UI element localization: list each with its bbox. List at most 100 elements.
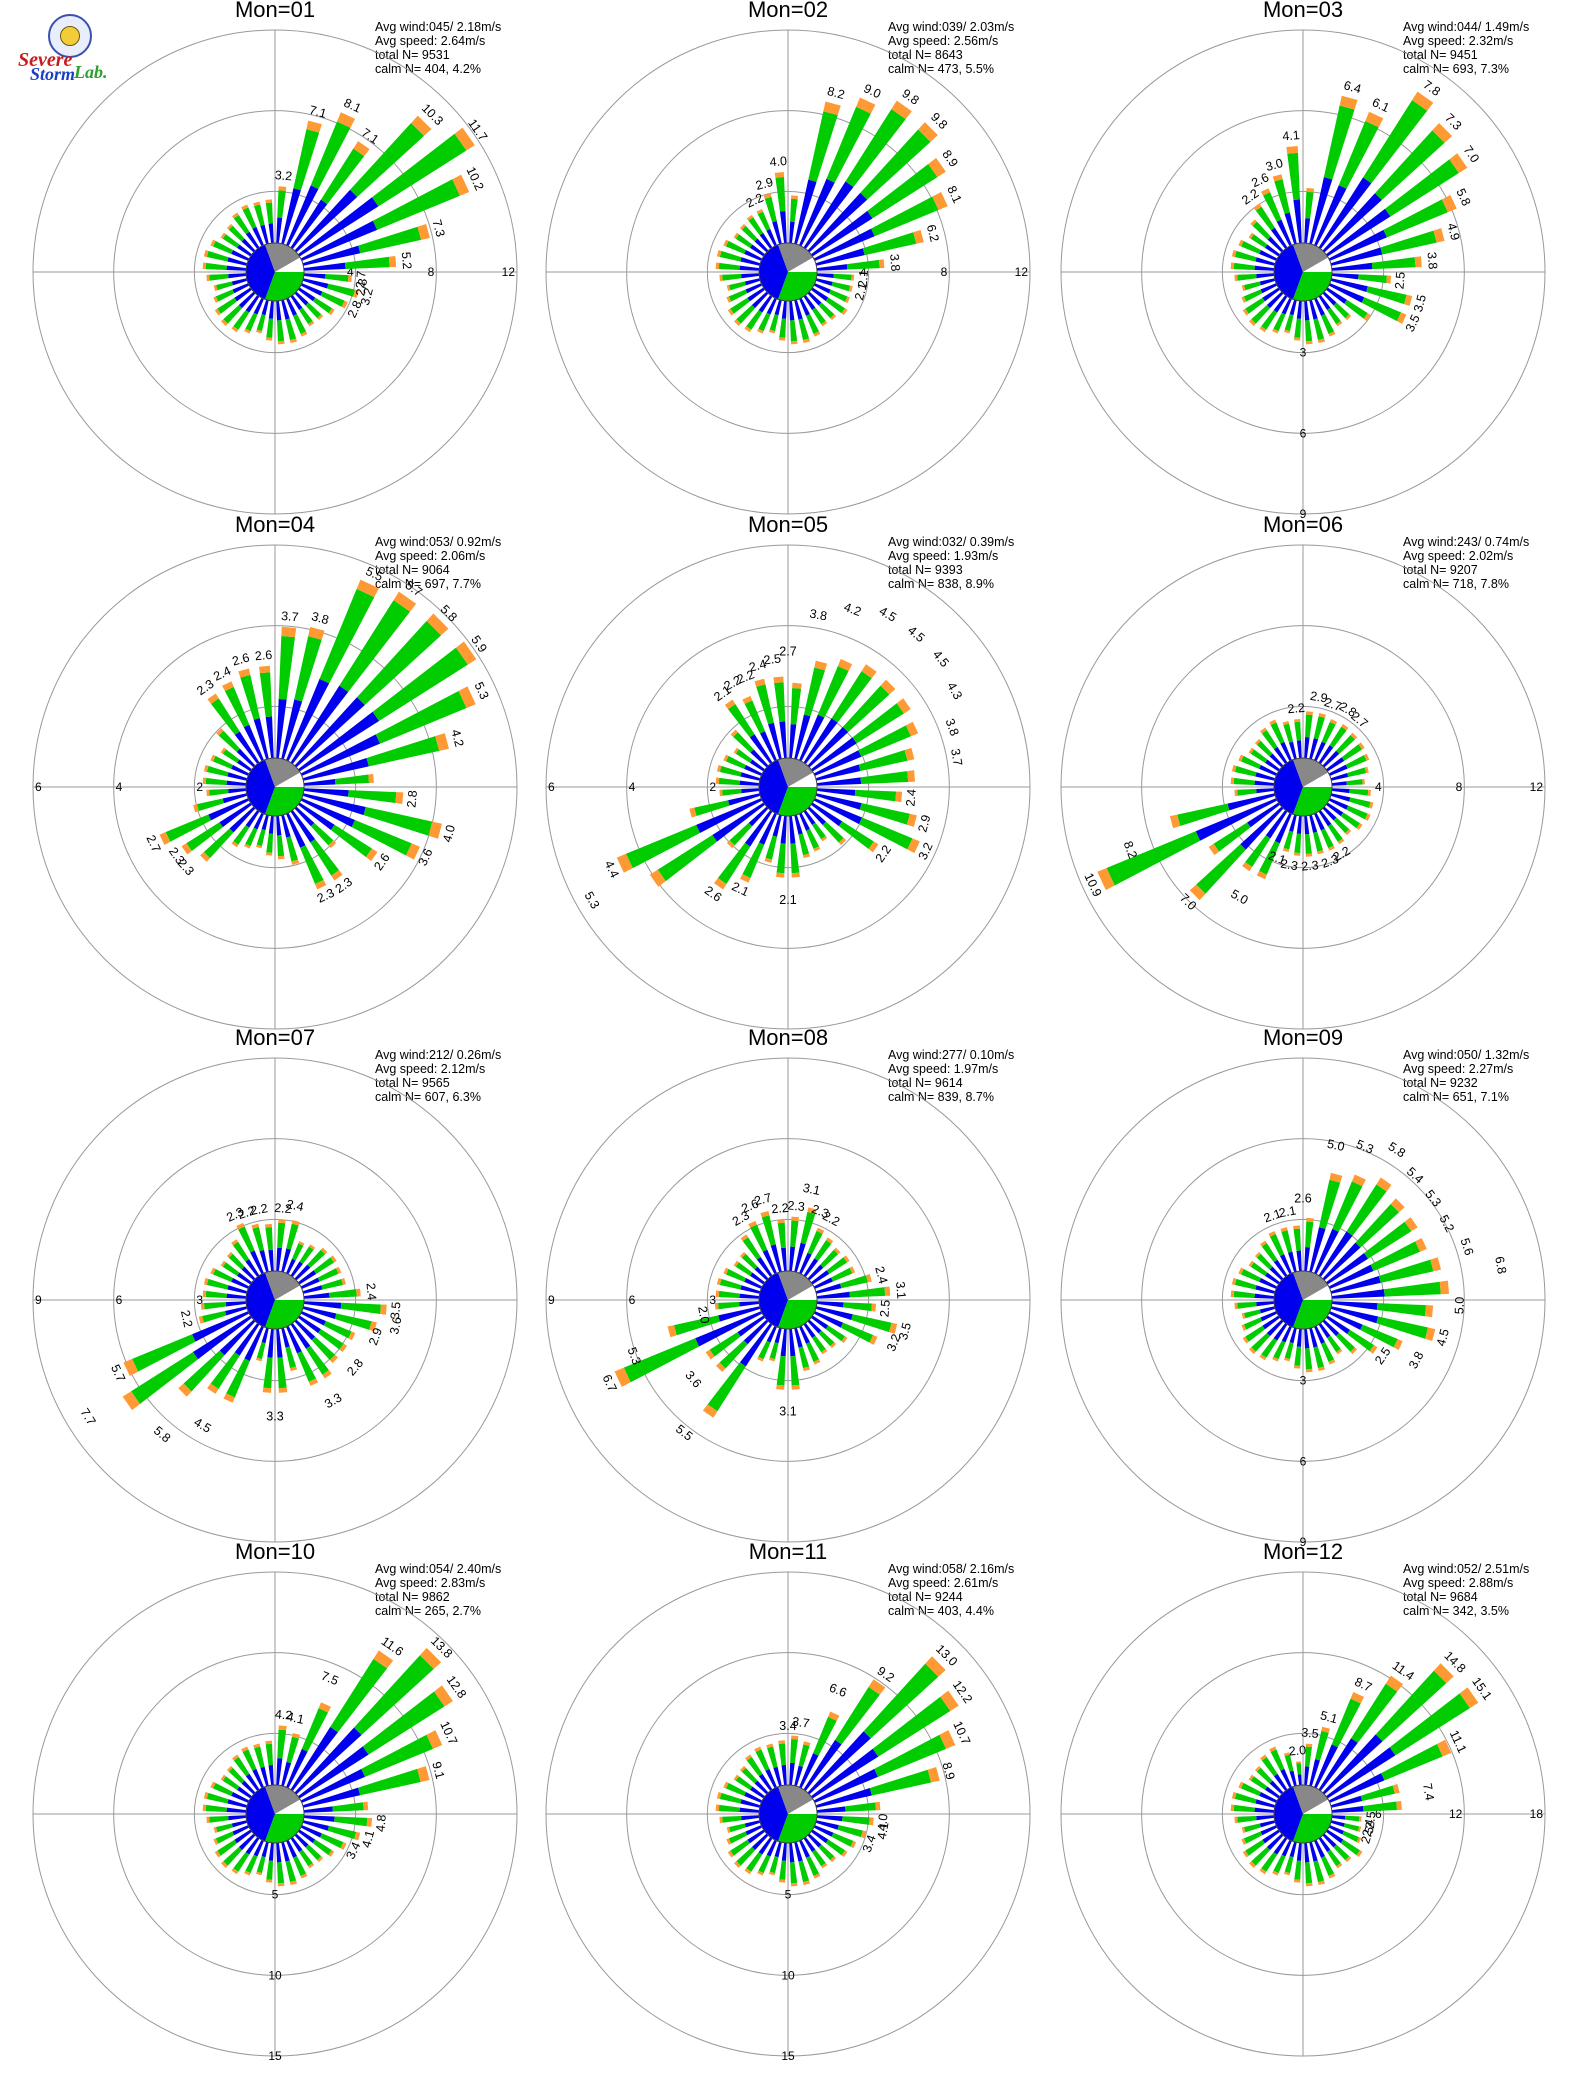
bar-segment-mid	[310, 121, 351, 189]
bar-segment-low	[750, 244, 765, 257]
bar-segment-low	[1326, 802, 1344, 817]
bar-segment-mid	[1233, 1290, 1255, 1298]
ring-label: 12	[1449, 1807, 1463, 1821]
bar-segment-low	[302, 245, 361, 266]
bar-segment-high	[1368, 801, 1374, 809]
bar-segment-low	[1296, 1328, 1302, 1347]
bar-segment-mid	[806, 829, 820, 849]
bar-segment-low	[286, 812, 306, 848]
bar-segment-mid	[769, 1342, 779, 1360]
bar-segment-mid	[722, 1815, 742, 1823]
bar-segment-mid	[318, 1329, 344, 1350]
bar-segment-mid	[735, 234, 753, 248]
bar-segment-mid	[228, 1253, 245, 1270]
bar-segment-low	[300, 798, 356, 828]
bar-segment-high	[291, 859, 300, 865]
bar-segment-high	[884, 1286, 891, 1296]
bar-segment-low	[261, 1327, 269, 1344]
bar-value-label: 7.7	[77, 1406, 98, 1428]
bar-segment-mid	[1327, 1335, 1341, 1353]
bar-segment-low	[294, 697, 365, 768]
bar-segment-high	[1248, 747, 1254, 754]
bar-segment-high	[716, 249, 722, 258]
bar-segment-high	[1254, 1765, 1261, 1772]
bar-segment-low	[1304, 300, 1310, 321]
bar-segment-high	[727, 1850, 734, 1858]
bar-segment-low	[268, 1842, 274, 1861]
bar-segment-low	[1256, 788, 1275, 794]
bar-segment-high	[861, 664, 877, 679]
bar-segment-mid	[860, 129, 931, 200]
bar-segment-high	[730, 729, 738, 737]
bar-segment-high	[830, 1342, 837, 1349]
bar-segment-high	[256, 329, 263, 334]
bar-segment-low	[1296, 1842, 1302, 1861]
bar-segment-high	[300, 331, 308, 337]
bar-segment-high	[317, 1856, 324, 1863]
bar-segment-low	[811, 1748, 879, 1799]
bar-segment-high	[253, 201, 261, 207]
bar-segment-mid	[1389, 1693, 1470, 1756]
bar-segment-high	[757, 1870, 764, 1876]
bar-segment-mid	[1305, 1348, 1313, 1370]
bar-segment-low	[268, 223, 274, 244]
bar-segment-high	[702, 1404, 718, 1418]
bar-segment-mid	[730, 297, 750, 314]
ring-label: 8	[1456, 780, 1463, 794]
bar-segment-high	[1436, 1739, 1452, 1757]
bar-segment-mid	[814, 1239, 832, 1261]
bar-segment-high	[689, 807, 697, 818]
pie-slice-green	[778, 1814, 818, 1844]
bar-segment-mid	[774, 682, 786, 722]
bar-value-label: 8.7	[1352, 1675, 1374, 1695]
bar-segment-mid	[1327, 1849, 1341, 1867]
bar-segment-high	[791, 1735, 799, 1740]
bar-value-label: 5.8	[1386, 1139, 1408, 1160]
bar-value-label: 8.1	[944, 184, 964, 206]
bar-segment-mid	[321, 1278, 343, 1290]
bar-segment-low	[1256, 1301, 1275, 1307]
bar-segment-low	[750, 749, 769, 768]
bar-segment-high	[198, 1316, 204, 1324]
bar-segment-mid	[1336, 735, 1355, 754]
bar-segment-mid	[719, 1792, 742, 1804]
bar-segment-mid	[1234, 250, 1257, 262]
bar-segment-low	[294, 291, 309, 306]
bar-segment-low	[1289, 1327, 1297, 1344]
bar-segment-low	[712, 802, 765, 842]
bar-segment-high	[907, 770, 916, 782]
panel-title: Mon=03	[1263, 0, 1343, 22]
pie-slice-white	[275, 1285, 305, 1300]
bar-segment-high	[1260, 727, 1267, 734]
bar-segment-mid	[778, 1743, 786, 1766]
bar-value-label: 2.7	[143, 833, 163, 855]
bar-segment-high	[880, 679, 896, 695]
bar-segment-mid	[863, 1663, 939, 1739]
bar-segment-high	[1280, 1227, 1288, 1232]
bar-segment-low	[1262, 1315, 1280, 1330]
ring-label: 5	[785, 1888, 792, 1902]
bar-segment-low	[1266, 1319, 1284, 1337]
bar-segment-high	[380, 1304, 387, 1315]
bar-segment-mid	[1293, 1228, 1301, 1251]
bar-segment-high	[928, 157, 946, 178]
bar-segment-low	[811, 210, 873, 257]
bar-segment-low	[813, 1768, 879, 1803]
bar-segment-high	[256, 1357, 263, 1362]
bar-segment-high	[757, 328, 764, 334]
bar-segment-low	[807, 1264, 824, 1281]
bar-value-label: 3.8	[887, 253, 902, 272]
bar-segment-mid	[233, 1852, 250, 1872]
bar-segment-high	[226, 223, 233, 230]
pie-slice-green	[778, 272, 818, 302]
bar-segment-mid	[299, 1246, 314, 1264]
bar-segment-high	[178, 1383, 192, 1397]
bar-value-label: 3.5	[1411, 293, 1429, 313]
logo-text-storm: Storm	[30, 64, 76, 84]
bar-segment-high	[1241, 296, 1247, 303]
bar-segment-low	[281, 188, 301, 245]
bar-segment-mid	[277, 320, 285, 342]
bar-segment-high	[869, 1817, 874, 1826]
total-n-stat: total N= 9614	[888, 1076, 963, 1090]
bar-value-label: 3.3	[322, 1390, 344, 1411]
